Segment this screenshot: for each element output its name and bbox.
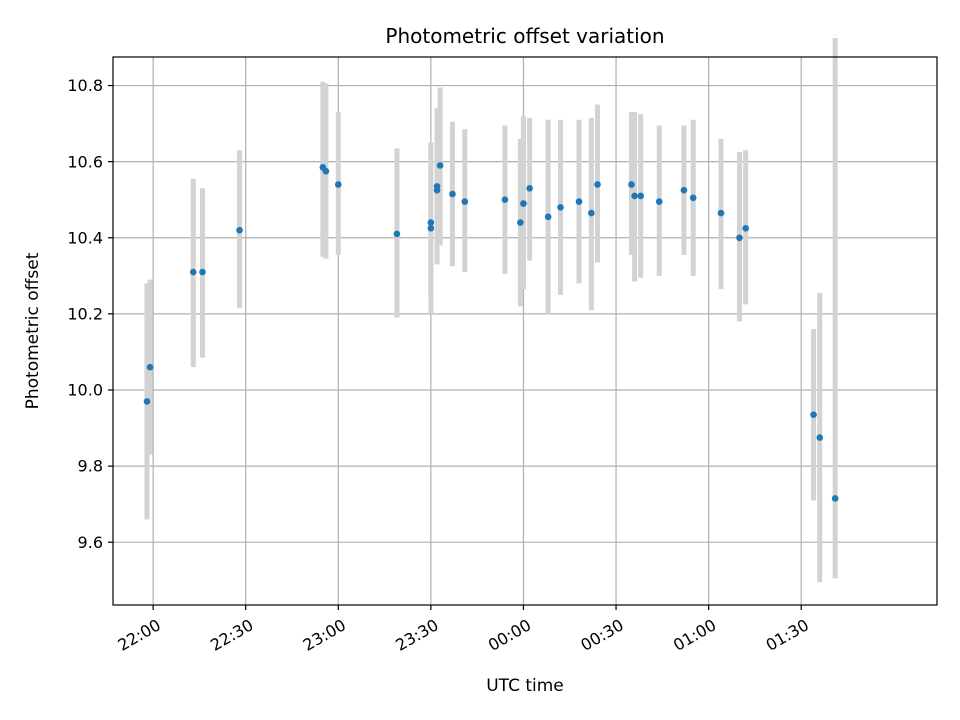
y-tick-label: 10.0 [67,381,103,400]
data-point [334,181,342,188]
data-point [717,209,725,217]
tick-marks [108,84,802,610]
y-tick-label: 10.2 [67,304,103,323]
data-point [544,213,552,221]
data-point [588,209,595,217]
data-point [831,495,839,502]
data-point [143,398,151,405]
data-point [199,268,206,276]
y-tick-label: 9.8 [78,457,103,476]
x-axis-label: UTC time [486,676,564,696]
data-point [461,198,469,205]
data-point [436,162,444,169]
data-point [427,219,435,226]
data-point [575,198,583,205]
y-axis-label: Photometric offset [23,252,43,409]
data-point [810,411,817,419]
data-point [631,192,638,200]
data-point [520,200,527,207]
data-point [517,219,524,226]
data-point [557,204,564,211]
y-tick-labels: 9.6 9.8 10.0 10.2 10.4 10.6 10.8 [67,76,103,552]
data-point [742,224,749,232]
data-point [689,194,697,202]
data-point [594,181,601,188]
y-tick-label: 10.8 [67,76,103,95]
data-point [501,196,509,204]
data-point [322,167,330,175]
y-tick-label: 9.6 [78,533,103,552]
data-point [655,198,663,205]
data-point [526,184,533,192]
y-tick-label: 10.6 [67,152,103,171]
point-layer [143,162,839,502]
data-point [637,192,645,200]
chart-title: Photometric offset variation [385,24,664,48]
data-point [236,226,243,234]
data-point [433,183,441,190]
data-point [680,186,688,194]
y-tick-label: 10.4 [67,228,103,247]
data-point [816,434,824,441]
data-point [189,268,197,276]
data-point [628,181,635,188]
data-point [449,190,456,198]
plot-frame [112,56,938,606]
data-point [393,230,401,238]
data-point [736,234,743,242]
data-point [427,224,435,232]
data-point [146,363,154,371]
